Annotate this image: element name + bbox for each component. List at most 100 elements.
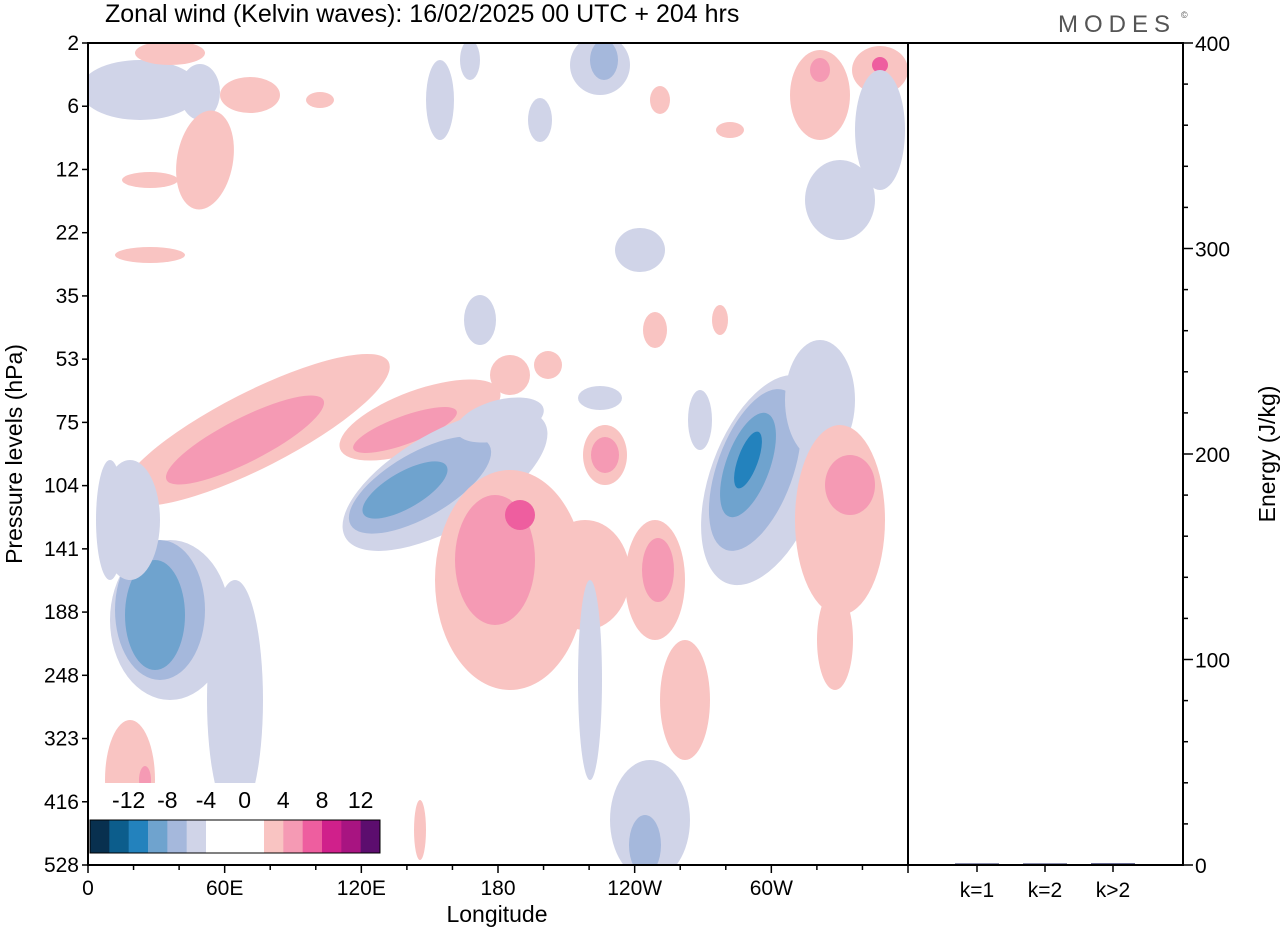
contour-region bbox=[712, 305, 728, 335]
y-tick-label: 6 bbox=[67, 95, 79, 118]
x-axis-label: Longitude bbox=[446, 901, 547, 927]
contour-region bbox=[456, 397, 544, 443]
contour-region bbox=[100, 460, 160, 580]
colorbar-bin bbox=[90, 820, 110, 853]
energy-axis-label: Energy (J/kg) bbox=[1254, 386, 1280, 523]
contour-region bbox=[165, 395, 325, 485]
contour-region bbox=[460, 43, 480, 80]
contour-region bbox=[734, 431, 762, 489]
contour-region bbox=[578, 580, 602, 780]
contour-region bbox=[490, 355, 530, 395]
contour-region bbox=[578, 386, 622, 410]
contour-region bbox=[716, 122, 744, 138]
colorbar-bin bbox=[128, 820, 149, 853]
brand-mark: © bbox=[1181, 10, 1188, 20]
energy-category-label: k=2 bbox=[1028, 879, 1062, 902]
y-tick-label: 323 bbox=[44, 728, 79, 751]
contour-region bbox=[414, 800, 426, 860]
x-tick-label: 0 bbox=[82, 877, 94, 900]
y-tick-label: 248 bbox=[44, 664, 79, 687]
colorbar-label: 12 bbox=[348, 787, 374, 813]
colorbar-bin bbox=[322, 820, 342, 853]
contour-region bbox=[88, 60, 200, 120]
contour-region bbox=[805, 160, 875, 240]
y-tick-label: 12 bbox=[56, 158, 79, 181]
y-tick-label: 141 bbox=[44, 538, 79, 561]
contour-region bbox=[353, 407, 457, 453]
contour-region bbox=[642, 538, 674, 602]
contour-region bbox=[220, 77, 280, 113]
energy-tick-label: 100 bbox=[1195, 650, 1230, 673]
y-axis: 2 6 12 22 35 53 75 104 141 188 248 323 416 528 bbox=[44, 32, 88, 877]
heatmap-plot-area bbox=[88, 43, 908, 865]
contour-region bbox=[629, 815, 661, 865]
x-tick-label: 60W bbox=[750, 877, 793, 900]
contour-region bbox=[643, 312, 667, 348]
contour-region bbox=[426, 60, 454, 140]
colorbar-bin bbox=[283, 820, 304, 853]
y-tick-label: 22 bbox=[56, 222, 79, 245]
contour-region bbox=[688, 390, 712, 450]
y-tick-label: 2 bbox=[67, 32, 79, 55]
colorbar-bin bbox=[360, 820, 381, 853]
contour-region bbox=[464, 295, 496, 345]
contour-region bbox=[534, 351, 562, 379]
contour-region bbox=[590, 43, 618, 80]
energy-tick-label: 300 bbox=[1195, 239, 1230, 262]
energy-tick-label: 0 bbox=[1195, 855, 1207, 878]
figure-frame bbox=[87, 42, 1184, 866]
colorbar-bin bbox=[186, 820, 207, 853]
x-tick-label: 60E bbox=[206, 877, 243, 900]
contour-region bbox=[615, 228, 665, 272]
y-tick-label: 416 bbox=[44, 791, 79, 814]
y-tick-label: 75 bbox=[56, 411, 79, 434]
contour-region bbox=[176, 110, 234, 210]
x-tick-label: 120E bbox=[337, 877, 386, 900]
y-tick-label: 35 bbox=[56, 285, 79, 308]
colorbar: -12 -8 -4 0 4 8 12 bbox=[84, 783, 386, 859]
contour-region bbox=[362, 461, 448, 519]
contour-region bbox=[207, 580, 263, 820]
contour-region bbox=[855, 70, 905, 190]
x-tick-label: 180 bbox=[480, 877, 515, 900]
energy-tick-label: 400 bbox=[1195, 33, 1230, 56]
brand-logo: MODES bbox=[1058, 11, 1176, 38]
colorbar-bin bbox=[225, 820, 246, 853]
contour-region bbox=[540, 520, 630, 630]
colorbar-bin bbox=[302, 820, 323, 853]
colorbar-bin bbox=[244, 820, 265, 853]
colorbar-frame bbox=[89, 819, 381, 854]
y-tick-label: 528 bbox=[44, 854, 79, 877]
energy-category-label: k>2 bbox=[1096, 879, 1130, 902]
energy-category-label: k=1 bbox=[960, 879, 994, 902]
colorbar-label: -4 bbox=[196, 787, 217, 813]
contour-region bbox=[306, 92, 334, 108]
contour-region bbox=[180, 64, 220, 120]
heatmap-contours bbox=[88, 43, 908, 865]
contour-region bbox=[810, 58, 830, 82]
contour-region bbox=[505, 500, 535, 530]
contour-region bbox=[660, 640, 710, 760]
y-tick-label: 104 bbox=[44, 475, 79, 498]
colorbar-bin bbox=[264, 820, 284, 853]
contour-region bbox=[122, 172, 178, 188]
contour-region bbox=[650, 86, 670, 114]
y-axis-label: Pressure levels (hPa) bbox=[1, 344, 27, 564]
y-tick-label: 53 bbox=[56, 348, 79, 371]
colorbar-label: 0 bbox=[238, 787, 251, 813]
chart-title: Zonal wind (Kelvin waves): 16/02/2025 00… bbox=[105, 0, 739, 28]
colorbar-bin bbox=[341, 820, 362, 853]
colorbar-label: -12 bbox=[112, 787, 145, 813]
contour-region bbox=[817, 590, 853, 690]
contour-region bbox=[872, 57, 888, 73]
colorbar-bin bbox=[206, 820, 226, 853]
contour-region bbox=[825, 455, 875, 515]
contour-region bbox=[115, 247, 185, 263]
contour-region bbox=[135, 43, 205, 65]
contour-region bbox=[528, 98, 552, 142]
contour-region bbox=[591, 437, 619, 473]
y-tick-label: 188 bbox=[44, 601, 79, 624]
x-tick-label: 120W bbox=[607, 877, 662, 900]
colorbar-bin bbox=[167, 820, 188, 853]
